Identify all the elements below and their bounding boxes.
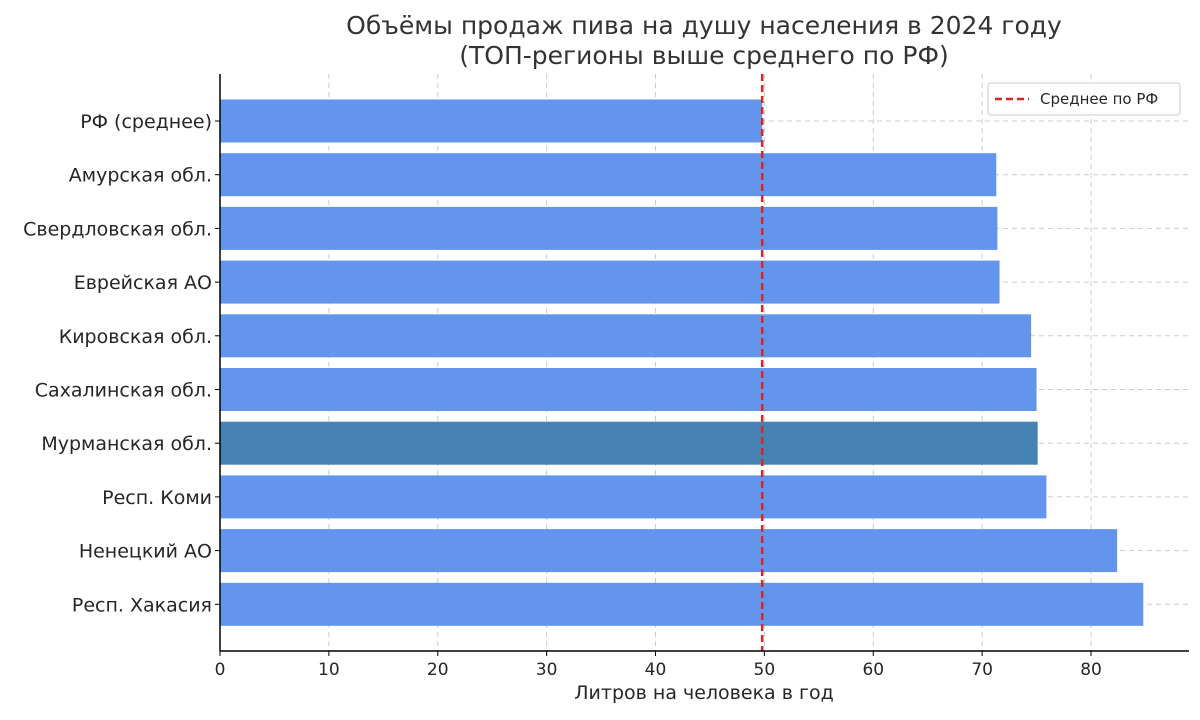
y-tick-label: Мурманская обл. [41,433,212,455]
bar [220,153,997,197]
x-tick-label: 50 [754,660,776,680]
chart-title-line-2: (ТОП-регионы выше среднего по РФ) [459,41,948,70]
x-tick-label: 30 [536,660,558,680]
legend: Среднее по РФ [987,82,1181,116]
chart-title-line-1: Объёмы продаж пива на душу населения в 2… [346,11,1062,40]
bar [220,421,1038,465]
legend-box [987,82,1181,116]
chart-title: Объёмы продаж пива на душу населения в 2… [346,11,1062,70]
x-tick-label: 10 [318,660,340,680]
bar [220,260,1000,304]
y-tick-label: РФ (среднее) [80,111,212,133]
y-tick-labels: РФ (среднее) Амурская обл. Свердловская об… [23,111,220,616]
y-tick-label: Респ. Хакасия [72,594,212,616]
y-tick-label: Ненецкий АО [79,541,212,563]
x-tick-label: 20 [427,660,449,680]
y-tick-label: Кировская обл. [59,326,212,348]
y-tick-label: Респ. Коми [102,487,212,509]
bar [220,368,1037,411]
x-tick-labels: 0 10 20 30 40 50 60 70 80 [215,651,1102,680]
legend-entry-label: Среднее по РФ [1040,90,1158,108]
y-tick-label: Еврейская АО [74,272,212,294]
bar [220,529,1118,573]
bar [220,475,1047,519]
x-tick-label: 0 [215,660,226,680]
x-tick-label: 60 [862,660,884,680]
y-tick-label: Сахалинская обл. [35,380,212,402]
y-tick-label: Амурская обл. [69,165,212,187]
x-tick-label: 80 [1080,660,1102,680]
axes [219,74,1189,652]
bar [220,99,763,143]
bar [220,582,1144,626]
bar [220,314,1032,358]
y-tick-label: Свердловская обл. [23,218,212,240]
x-axis-label: Литров на человека в год [574,682,833,704]
x-tick-label: 40 [645,660,667,680]
bars [220,99,1144,626]
x-tick-label: 70 [971,660,993,680]
bar [220,206,998,250]
